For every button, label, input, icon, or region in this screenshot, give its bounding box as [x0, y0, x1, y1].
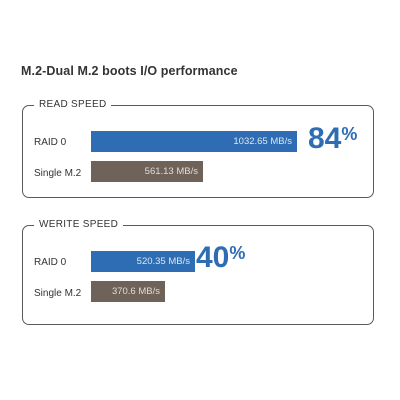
write-raid0-label: RAID 0 [34, 257, 67, 268]
read-percent-gain: 84% [308, 124, 357, 154]
read-single-value: 561.13 MB/s [144, 166, 198, 177]
write-percent-gain: 40% [196, 243, 245, 273]
read-percent-number: 84 [308, 122, 342, 155]
write-speed-label: WERITE SPEED [34, 218, 124, 232]
write-single-value: 370.6 MB/s [111, 286, 160, 297]
write-percent-number: 40 [196, 241, 230, 274]
read-single-label: Single M.2 [34, 168, 82, 179]
write-raid0-bar: 520.35 MB/s [91, 251, 195, 272]
read-raid0-bar: 1032.65 MB/s [91, 131, 297, 152]
read-speed-label: READ SPEED [34, 98, 112, 112]
read-raid0-value: 1032.65 MB/s [233, 136, 292, 147]
write-percent-sign: % [229, 243, 246, 263]
write-raid0-value: 520.35 MB/s [136, 256, 190, 267]
read-raid0-label: RAID 0 [34, 137, 67, 148]
read-percent-sign: % [341, 124, 358, 144]
read-single-bar: 561.13 MB/s [91, 161, 203, 182]
write-single-label: Single M.2 [34, 288, 82, 299]
write-speed-panel: WERITE SPEED [22, 218, 374, 325]
read-speed-panel: READ SPEED [22, 98, 374, 198]
chart-title: M.2-Dual M.2 boots I/O performance [21, 64, 238, 78]
write-single-bar: 370.6 MB/s [91, 281, 165, 302]
